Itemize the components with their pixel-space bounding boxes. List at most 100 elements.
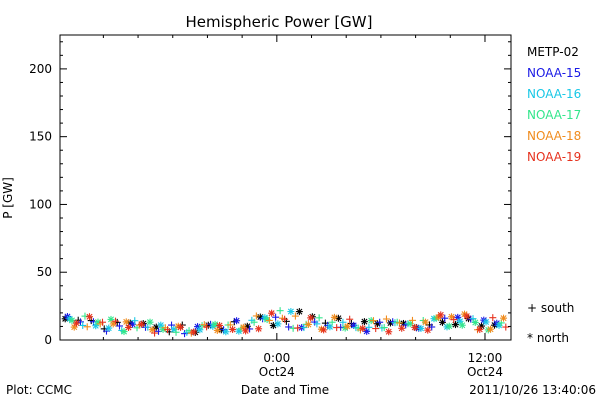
north-marker	[274, 320, 282, 328]
south-marker	[408, 316, 416, 324]
north-marker	[287, 308, 295, 316]
south-marker	[81, 312, 89, 320]
south-marker	[83, 323, 91, 331]
south-marker	[380, 324, 388, 332]
north-marker	[222, 328, 230, 336]
north-marker	[451, 321, 459, 329]
north-marker	[411, 323, 419, 331]
y-tick-label: 100	[29, 197, 52, 211]
legend-entry: NOAA-16	[527, 87, 581, 101]
footer-left-text: Plot: CCMC	[6, 383, 72, 397]
south-marker	[203, 323, 211, 331]
legend-entry: NOAA-18	[527, 129, 581, 143]
chart-title: Hemispheric Power [GW]	[186, 13, 373, 31]
north-marker	[437, 311, 445, 319]
north-marker	[233, 317, 241, 325]
north-marker	[216, 321, 224, 329]
x-axis: 0:00Oct2412:00Oct240:00Oct2512:00Oct250:…	[102, 35, 503, 379]
north-marker	[463, 312, 471, 320]
south-marker	[315, 314, 323, 322]
south-marker	[339, 318, 347, 326]
north-marker	[330, 313, 338, 321]
south-marker	[79, 321, 87, 329]
south-marker	[333, 324, 341, 332]
legend: METP-02 NOAA-15 NOAA-16 NOAA-17 NOAA-18 NOAA-…	[527, 45, 581, 164]
north-marker	[177, 323, 185, 331]
north-marker	[255, 325, 263, 333]
x-tick-date-label: Oct24	[467, 365, 503, 379]
south-marker	[489, 314, 497, 322]
north-marker	[295, 308, 303, 316]
north-marker	[458, 321, 466, 329]
x-tick-date-label: Oct24	[259, 365, 295, 379]
south-marker	[281, 315, 289, 323]
south-marker	[250, 318, 258, 326]
y-tick-label: 200	[29, 62, 52, 76]
south-marker	[469, 315, 477, 323]
x-axis-label: Date and Time	[241, 383, 329, 397]
south-marker	[151, 329, 159, 337]
north-marker	[476, 325, 484, 333]
south-marker	[428, 323, 436, 331]
south-marker	[164, 326, 172, 334]
legend-entry: NOAA-17	[527, 108, 581, 122]
north-marker	[146, 318, 154, 326]
north-marker	[385, 328, 393, 336]
south-marker	[372, 325, 380, 333]
north-marker	[487, 325, 495, 333]
north-marker	[398, 324, 406, 332]
south-marker	[376, 318, 384, 326]
south-marker	[365, 323, 373, 331]
north-marker	[268, 309, 276, 317]
legend-entry: NOAA-19	[527, 150, 581, 164]
y-tick-label: 50	[37, 265, 52, 279]
north-marker	[122, 318, 130, 326]
north-marker	[72, 319, 80, 327]
south-marker	[294, 324, 302, 332]
north-marker	[343, 322, 351, 330]
south-marker	[502, 323, 510, 331]
plot-frame	[59, 34, 512, 341]
north-marker	[304, 320, 312, 328]
north-marker	[359, 324, 367, 332]
south-marker	[291, 312, 299, 320]
north-marker	[500, 314, 508, 322]
north-marker	[363, 327, 371, 335]
north-marker	[424, 326, 432, 334]
north-marker	[229, 325, 237, 333]
south-marker	[346, 315, 354, 323]
marker-legend-entry: * north	[527, 331, 569, 345]
south-marker	[441, 314, 449, 322]
y-tick-label: 0	[44, 333, 52, 347]
y-tick-label: 150	[29, 130, 52, 144]
north-marker	[320, 326, 328, 334]
north-marker	[307, 314, 315, 322]
north-marker	[242, 327, 250, 335]
north-marker	[417, 324, 425, 332]
x-tick-time-label: 12:00	[468, 351, 503, 365]
x-tick-time-label: 0:00	[263, 351, 290, 365]
y-axis-label: P [GW]	[1, 177, 15, 219]
south-marker	[252, 312, 260, 320]
legend-entry: METP-02	[527, 45, 579, 59]
north-marker	[445, 322, 453, 330]
north-marker	[85, 313, 93, 321]
north-marker	[125, 323, 133, 331]
south-marker	[382, 315, 390, 323]
data-points	[61, 307, 510, 338]
south-marker	[313, 320, 321, 328]
south-marker	[98, 318, 106, 326]
north-marker	[159, 325, 167, 333]
south-marker	[450, 316, 458, 324]
y-axis: 0 50 100 150 200	[29, 41, 511, 347]
south-marker	[131, 317, 139, 325]
south-marker	[172, 328, 180, 336]
north-marker	[190, 328, 198, 336]
north-marker	[138, 320, 146, 328]
north-marker	[360, 318, 368, 326]
south-marker	[285, 323, 293, 331]
north-marker	[211, 320, 219, 328]
south-marker	[272, 313, 280, 321]
